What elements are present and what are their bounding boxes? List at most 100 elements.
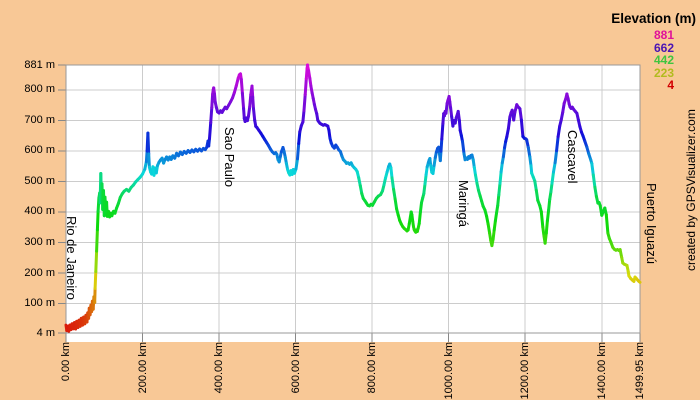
elevation-line-segment — [528, 155, 533, 168]
elevation-line-segment — [301, 109, 306, 124]
elevation-line-segment — [491, 228, 496, 241]
elevation-line-segment — [392, 187, 397, 201]
elevation-line-segment — [541, 225, 546, 238]
elevation-line-segment — [94, 249, 99, 274]
waypoint-label: Maringá — [455, 180, 471, 227]
elevation-line-segment — [418, 201, 423, 214]
elevation-line-segment — [590, 161, 595, 177]
x-tick-label: 400.00 km — [213, 342, 226, 394]
elevation-line-segment — [518, 107, 523, 122]
elevation-line-segment — [302, 93, 307, 112]
legend-value: 4 — [667, 78, 674, 93]
elevation-line-segment — [297, 130, 302, 145]
elevation-line-segment — [252, 107, 257, 122]
elevation-line-segment — [438, 149, 443, 163]
elevation-line-segment — [501, 146, 507, 159]
y-tick-label: 881 m — [24, 58, 55, 71]
elevation-line-segment — [251, 95, 255, 111]
elevation-line-segment — [393, 197, 399, 211]
elevation-line-segment — [248, 93, 253, 109]
elevation-line-segment — [422, 182, 427, 196]
elevation-line-segment — [240, 91, 246, 111]
elevation-line-segment — [423, 173, 428, 186]
elevation-line-segment — [550, 170, 555, 185]
waypoint-label: Rio de Janeiro — [63, 216, 79, 300]
elevation-line-segment — [492, 219, 497, 232]
legend-value: 662 — [653, 40, 674, 55]
elevation-line-segment — [250, 84, 255, 99]
x-tick-label: 1200.00 km — [519, 342, 532, 400]
elevation-line-segment — [497, 181, 502, 197]
elevation-line-segment — [534, 188, 540, 202]
elevation-line-segment — [242, 107, 246, 120]
legend-value: 442 — [653, 53, 674, 68]
y-tick-label: 600 m — [24, 144, 55, 157]
elevation-line-segment — [461, 139, 466, 156]
x-tick-label: 800.00 km — [366, 342, 379, 394]
elevation-line-segment — [239, 77, 244, 95]
elevation-line-segment — [296, 142, 301, 161]
elevation-line-segment — [561, 101, 566, 114]
x-tick-label: 1000.00 km — [442, 342, 455, 400]
elevation-line-segment — [95, 209, 100, 232]
elevation-line-segment — [147, 152, 151, 169]
y-tick-label: 400 m — [24, 205, 55, 218]
elevation-line-segment — [456, 109, 461, 123]
elevation-line-segment — [93, 270, 98, 290]
x-tick-label: 0.00 km — [60, 342, 72, 382]
elevation-line-segment — [417, 210, 422, 226]
elevation-line-segment — [247, 105, 252, 118]
elevation-line-segment — [95, 228, 99, 253]
elevation-line-segment — [553, 149, 559, 165]
elevation-line-segment — [208, 121, 213, 141]
elevation-line-segment — [146, 131, 151, 156]
y-tick-label: 200 m — [24, 266, 55, 279]
y-tick-label: 700 m — [24, 113, 55, 126]
elevation-line-segment — [499, 161, 504, 174]
elevation-line-segment — [593, 185, 598, 198]
elevation-line-segment — [209, 106, 214, 125]
elevation-line-segment — [591, 173, 597, 189]
x-tick-label: 1499.95 km — [634, 342, 646, 400]
plot-border — [65, 64, 641, 334]
x-tick-label: 600.00 km — [289, 342, 302, 394]
elevation-line-segment — [294, 157, 299, 171]
elevation-line-segment — [498, 170, 503, 185]
elevation-line-segment — [144, 149, 149, 164]
waypoint-label: Cascavel — [564, 130, 580, 184]
elevation-line-segment — [449, 106, 454, 119]
waypoint-label: Puerto Iguazú — [644, 183, 660, 264]
legend-entries: 881 662 442 223 4 — [654, 29, 674, 92]
plot-background — [66, 65, 640, 333]
elevation-line-segment — [543, 231, 548, 245]
legend-value: 881 — [653, 28, 674, 42]
elevation-line-segment — [439, 137, 444, 153]
legend-value: 223 — [653, 65, 674, 80]
elevation-line-segment — [526, 146, 532, 159]
y-tick-label: 500 m — [24, 174, 55, 187]
elevation-line-segment — [544, 219, 549, 235]
elevation-line-segment — [486, 222, 492, 235]
elevation-line-segment — [519, 118, 525, 138]
waypoint-label: Sao Paulo — [222, 127, 238, 187]
elevation-line-segment — [389, 166, 394, 180]
y-tick-label: 4 m — [36, 326, 55, 339]
elevation-line-segment — [545, 208, 551, 223]
elevation-line-segment — [210, 92, 215, 109]
elevation-line-segment — [604, 213, 610, 235]
x-tick-label: 1400.00 km — [595, 342, 608, 400]
x-tick-band — [66, 333, 640, 342]
elevation-line-segment — [547, 198, 552, 212]
y-tick-label: 100 m — [24, 297, 55, 310]
elevation-line-segment — [390, 176, 396, 191]
elevation-line-segment — [496, 193, 501, 208]
elevation-line-segment — [440, 121, 445, 141]
elevation-line-segment — [637, 279, 642, 284]
y-tick-label: 800 m — [24, 83, 55, 96]
elevation-line-segment — [506, 115, 512, 131]
y-tick-label: 300 m — [24, 236, 55, 249]
elevation-line-segment — [533, 179, 538, 192]
x-tick-label: 200.00 km — [136, 342, 149, 394]
